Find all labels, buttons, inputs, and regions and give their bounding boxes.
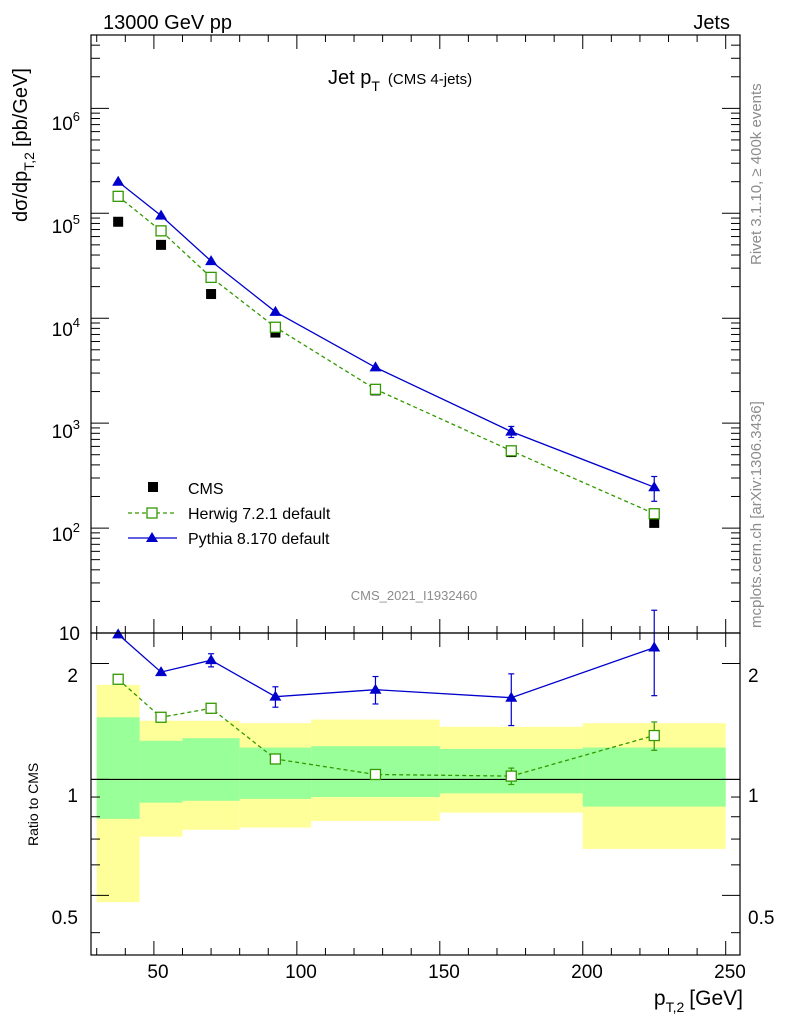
x-axis-label: pT,2 [GeV]: [654, 987, 743, 1015]
y-tick-label-1e3: 103: [52, 417, 80, 443]
y-tick-label-1e5: 105: [52, 212, 80, 238]
y-tick-label-1e4: 104: [52, 315, 80, 341]
x-axis-label-sub: T,2: [666, 999, 685, 1015]
main-herwig-point: [155, 225, 167, 237]
main-panel: CMS_2021_I1932460 Jet pT (CMS 4-jets) dσ/…: [10, 34, 741, 645]
main-panel-ticks: [91, 34, 740, 634]
uncertainty-band-inner: [96, 717, 140, 819]
legend-item-cms: CMS: [148, 481, 224, 498]
ratio-panel-ticks: [91, 633, 740, 955]
y-axis-label-units: [pb/GeV]: [10, 68, 32, 147]
legend-marker-cms: [148, 482, 158, 492]
x-axis-label-units: [GeV]: [689, 987, 743, 1010]
ratio-pythia-point: [648, 641, 661, 652]
chart-title-main: Jet p: [328, 67, 371, 89]
main-pythia-point: [369, 361, 382, 372]
legend-label-herwig: Herwig 7.2.1 default: [188, 506, 331, 523]
ratio-y-tick-label-05: 0.5: [52, 908, 78, 929]
ratio-herwig-point: [155, 711, 167, 723]
main-panel-marks: [112, 175, 661, 528]
ratio-pythia-point: [205, 654, 218, 665]
y-tick-label-1e6: 106: [52, 109, 80, 135]
main-cms-point: [649, 517, 660, 528]
rivet-note: Rivet 3.1.10, ≥ 400k events: [748, 83, 765, 265]
main-cms-point: [113, 216, 124, 227]
ratio-panel: Ratio to CMS 2 1 0.5 2 1 0.5 50 100 150 …: [25, 609, 775, 1015]
y-tick-label-10: 10: [59, 624, 80, 645]
ratio-herwig-point: [205, 702, 217, 714]
ratio-pythia-point: [505, 691, 518, 702]
main-herwig-point: [648, 508, 660, 520]
legend-marker-pythia: [146, 532, 158, 542]
main-pythia-point: [505, 425, 518, 436]
ratio-herwig-point: [369, 768, 382, 781]
y-axis-label-sub: T,2: [21, 152, 37, 171]
x-tick-label-250: 250: [714, 962, 746, 983]
legend-label-pythia: Pythia 8.170 default: [188, 531, 330, 548]
chart-title-suffix: (CMS 4-jets): [388, 71, 472, 88]
legend-item-pythia: Pythia 8.170 default: [128, 531, 330, 548]
main-herwig-line: [117, 195, 655, 515]
ratio-pythia-point: [269, 690, 282, 701]
main-cms-point: [206, 289, 217, 300]
x-tick-label-100: 100: [285, 962, 317, 983]
x-tick-label-150: 150: [428, 962, 460, 983]
legend-marker-herwig: [146, 507, 158, 519]
ratio-herwig-point: [112, 673, 124, 685]
main-pythia-point: [112, 175, 125, 186]
ratio-panel-marks: [91, 609, 740, 903]
ratio-herwig-point: [269, 753, 282, 765]
ratio-pythia-line: [117, 633, 655, 699]
main-pythia-point: [648, 481, 661, 492]
main-herwig-point: [505, 445, 517, 457]
ratio-y-tick-label-right-05: 0.5: [748, 908, 774, 929]
ratio-panel-frame: [90, 632, 741, 956]
ratio-y-tick-label-right-1: 1: [748, 786, 759, 807]
y-axis-label-main: dσ/dp: [10, 171, 32, 222]
mcplots-note: mcplots.cern.ch [arXiv:1306.3436]: [748, 401, 765, 628]
ratio-herwig-point: [505, 770, 517, 782]
x-tick-label-50: 50: [147, 962, 168, 983]
chart-title-sub: T: [371, 78, 380, 94]
ratio-y-tick-labels: 2 1 0.5 2 1 0.5: [52, 666, 775, 929]
uncertainty-band-inner: [582, 747, 726, 807]
x-axis-label-main: p: [654, 987, 666, 1010]
group-label: Jets: [693, 12, 730, 34]
chart-title: Jet pT (CMS 4-jets): [328, 67, 472, 94]
legend-label-cms: CMS: [188, 481, 224, 498]
main-herwig-point: [205, 271, 217, 284]
process-label: 13000 GeV pp: [103, 12, 232, 34]
main-pythia-point: [205, 255, 218, 266]
main-herwig-point: [369, 383, 382, 395]
legend-item-herwig: Herwig 7.2.1 default: [128, 506, 331, 523]
analysis-id: CMS_2021_I1932460: [351, 588, 478, 603]
ratio-pythia-point: [369, 683, 382, 694]
main-pythia-point: [155, 209, 168, 220]
ratio-y-label: Ratio to CMS: [25, 763, 41, 846]
uncertainty-band-inner: [139, 740, 183, 803]
main-herwig-point: [269, 321, 282, 333]
ratio-herwig-point: [648, 729, 660, 742]
y-tick-labels: 10 102 103 104 105 106: [52, 109, 80, 645]
legend: CMS Herwig 7.2.1 default Pythia 8.170 de…: [128, 481, 331, 548]
ratio-y-tick-label-2: 2: [67, 666, 78, 687]
ratio-y-tick-label-right-2: 2: [748, 666, 759, 687]
y-tick-label-1e2: 102: [52, 520, 80, 546]
x-tick-labels: 50 100 150 200 250: [147, 962, 745, 983]
y-axis-label: dσ/dpT,2 [pb/GeV]: [10, 68, 37, 222]
main-herwig-point: [112, 190, 124, 202]
ratio-pythia-point: [155, 666, 168, 677]
main-cms-point: [156, 239, 167, 250]
main-pythia-point: [269, 305, 282, 316]
x-tick-label-200: 200: [571, 962, 603, 983]
main-pythia-line: [117, 181, 655, 488]
ratio-y-tick-label-1: 1: [67, 786, 78, 807]
uncertainty-band-inner: [182, 738, 240, 801]
